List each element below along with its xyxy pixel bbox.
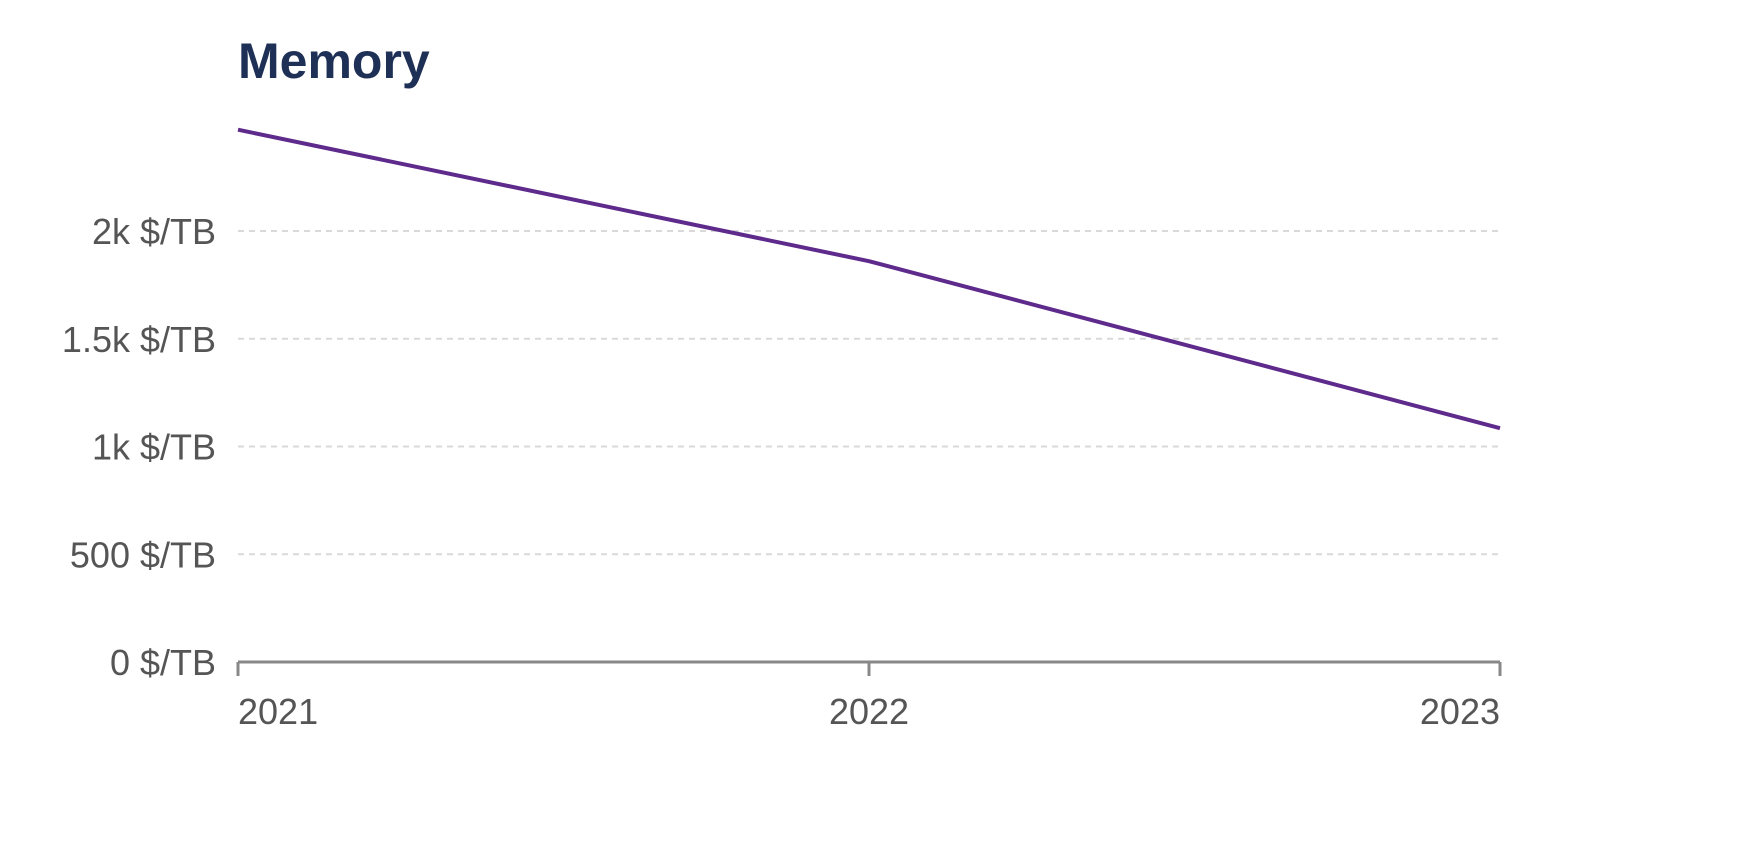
chart-title: Memory [238,33,430,89]
series-line [237,127,1501,431]
grid [238,230,1500,556]
x-tick-label: 2022 [829,691,909,732]
y-tick-label: 500 $/TB [70,534,216,575]
x-tick-label: 2023 [1420,691,1500,732]
y-tick-label: 2k $/TB [92,211,216,252]
y-tick-label: 1.5k $/TB [62,319,216,360]
y-axis: 0 $/TB 500 $/TB 1k $/TB 1.5k $/TB 2k $/TB [62,211,216,683]
x-axis: 2021 2022 2023 [236,660,1502,732]
series-lines [237,127,1501,431]
y-tick-label: 1k $/TB [92,427,216,468]
x-tick-label: 2021 [238,691,318,732]
y-tick-label: 0 $/TB [110,642,216,683]
